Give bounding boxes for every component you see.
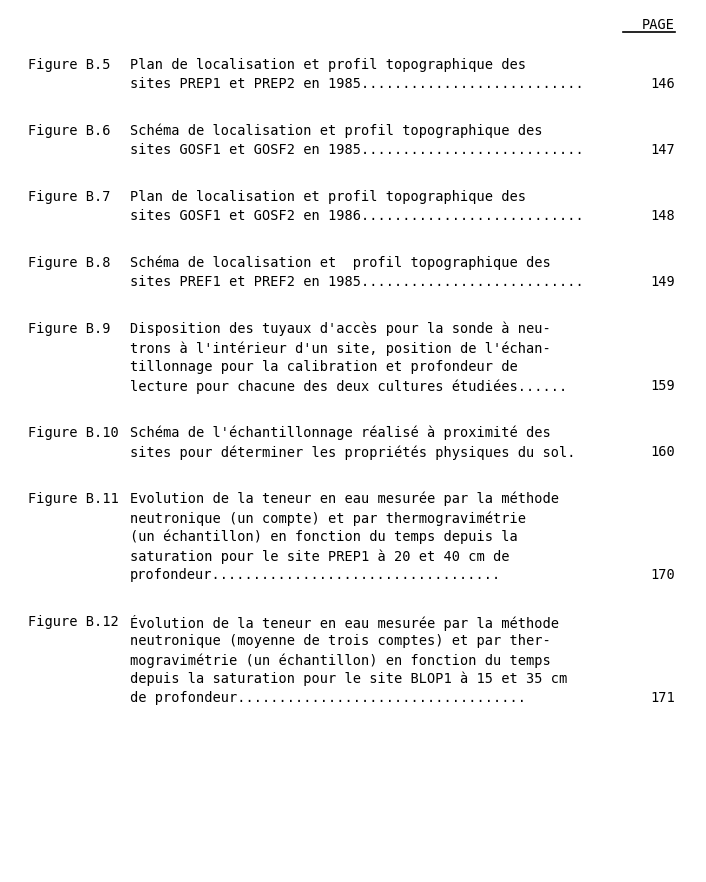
- Text: trons à l'intérieur d'un site, position de l'échan-: trons à l'intérieur d'un site, position …: [130, 341, 551, 355]
- Text: Plan de localisation et profil topographique des: Plan de localisation et profil topograph…: [130, 190, 526, 204]
- Text: profondeur...................................: profondeur..............................…: [130, 568, 501, 582]
- Text: Évolution de la teneur en eau mesurée par la méthode: Évolution de la teneur en eau mesurée pa…: [130, 615, 559, 631]
- Text: 147: 147: [650, 143, 675, 157]
- Text: Figure B.10: Figure B.10: [28, 426, 119, 440]
- Text: 148: 148: [650, 209, 675, 223]
- Text: tillonnage pour la calibration et profondeur de: tillonnage pour la calibration et profon…: [130, 360, 517, 374]
- Text: Evolution de la teneur en eau mesurée par la méthode: Evolution de la teneur en eau mesurée pa…: [130, 492, 559, 506]
- Text: Figure B.11: Figure B.11: [28, 492, 119, 506]
- Text: neutronique (un compte) et par thermogravimétrie: neutronique (un compte) et par thermogra…: [130, 511, 526, 526]
- Text: Schéma de localisation et profil topographique des: Schéma de localisation et profil topogra…: [130, 124, 542, 138]
- Text: sites PREF1 et PREF2 en 1985...........................: sites PREF1 et PREF2 en 1985............…: [130, 275, 584, 289]
- Text: mogravimétrie (un échantillon) en fonction du temps: mogravimétrie (un échantillon) en foncti…: [130, 653, 551, 668]
- Text: sites PREP1 et PREP2 en 1985...........................: sites PREP1 et PREP2 en 1985............…: [130, 77, 584, 91]
- Text: Schéma de l'échantillonnage réalisé à proximité des: Schéma de l'échantillonnage réalisé à pr…: [130, 426, 551, 440]
- Text: Disposition des tuyaux d'accès pour la sonde à neu-: Disposition des tuyaux d'accès pour la s…: [130, 322, 551, 337]
- Text: Figure B.12: Figure B.12: [28, 615, 119, 629]
- Text: depuis la saturation pour le site BLOP1 à 15 et 35 cm: depuis la saturation pour le site BLOP1 …: [130, 672, 567, 686]
- Text: neutronique (moyenne de trois comptes) et par ther-: neutronique (moyenne de trois comptes) e…: [130, 634, 551, 648]
- Text: 159: 159: [650, 379, 675, 393]
- Text: 171: 171: [650, 691, 675, 705]
- Text: Figure B.8: Figure B.8: [28, 256, 111, 270]
- Text: de profondeur...................................: de profondeur...........................…: [130, 691, 526, 705]
- Text: Figure B.7: Figure B.7: [28, 190, 111, 204]
- Text: sites GOSF1 et GOSF2 en 1985...........................: sites GOSF1 et GOSF2 en 1985............…: [130, 143, 584, 157]
- Text: Figure B.6: Figure B.6: [28, 124, 111, 138]
- Text: Figure B.5: Figure B.5: [28, 58, 111, 72]
- Text: (un échantillon) en fonction du temps depuis la: (un échantillon) en fonction du temps de…: [130, 530, 517, 544]
- Text: saturation pour le site PREP1 à 20 et 40 cm de: saturation pour le site PREP1 à 20 et 40…: [130, 549, 510, 564]
- Text: 170: 170: [650, 568, 675, 582]
- Text: PAGE: PAGE: [642, 18, 675, 32]
- Text: sites pour déterminer les propriétés physiques du sol.: sites pour déterminer les propriétés phy…: [130, 445, 575, 460]
- Text: sites GOSF1 et GOSF2 en 1986...........................: sites GOSF1 et GOSF2 en 1986............…: [130, 209, 584, 223]
- Text: Figure B.9: Figure B.9: [28, 322, 111, 336]
- Text: lecture pour chacune des deux cultures étudiées......: lecture pour chacune des deux cultures é…: [130, 379, 567, 393]
- Text: Schéma de localisation et  profil topographique des: Schéma de localisation et profil topogra…: [130, 256, 551, 271]
- Text: 146: 146: [650, 77, 675, 91]
- Text: 160: 160: [650, 445, 675, 459]
- Text: Plan de localisation et profil topographique des: Plan de localisation et profil topograph…: [130, 58, 526, 72]
- Text: 149: 149: [650, 275, 675, 289]
